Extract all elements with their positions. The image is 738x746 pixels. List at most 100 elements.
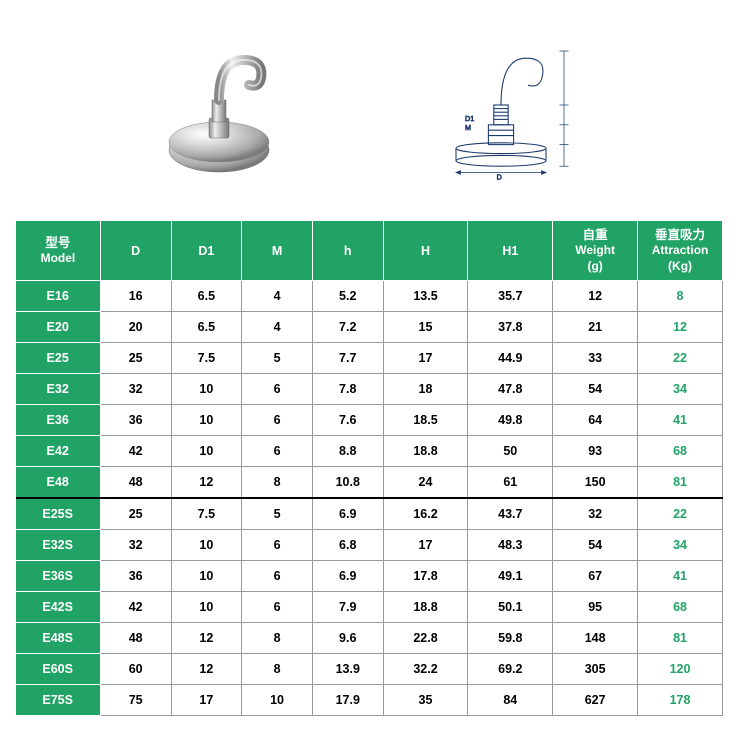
cell-attraction: 41 <box>638 405 723 436</box>
cell-H1: 50.1 <box>468 592 553 623</box>
cell-h: 17.9 <box>312 685 383 716</box>
cell-weight: 305 <box>553 654 638 685</box>
cell-M: 6 <box>242 592 313 623</box>
cell-H: 17 <box>383 530 468 561</box>
cell-attraction: 81 <box>638 623 723 654</box>
cell-H1: 69.2 <box>468 654 553 685</box>
col-D1: D1 <box>171 221 242 281</box>
cell-M: 8 <box>242 623 313 654</box>
cell-H: 22.8 <box>383 623 468 654</box>
cell-D1: 7.5 <box>171 343 242 374</box>
cell-attraction: 178 <box>638 685 723 716</box>
col-M: M <box>242 221 313 281</box>
dim-M: M <box>465 123 471 132</box>
cell-D: 25 <box>100 498 171 530</box>
cell-model: E48 <box>16 467 101 499</box>
table-row: E25257.557.71744.93322 <box>16 343 723 374</box>
cell-M: 8 <box>242 467 313 499</box>
cell-h: 7.2 <box>312 312 383 343</box>
spec-table: 型号Model D D1 M h H H1 自重Weight(g) 垂直吸力At… <box>15 220 723 716</box>
col-H1: H1 <box>468 221 553 281</box>
cell-weight: 21 <box>553 312 638 343</box>
product-photo <box>129 25 309 185</box>
cell-M: 6 <box>242 436 313 467</box>
cell-attraction: 34 <box>638 530 723 561</box>
cell-M: 5 <box>242 343 313 374</box>
col-attraction: 垂直吸力Attraction(Kg) <box>638 221 723 281</box>
cell-M: 6 <box>242 374 313 405</box>
cell-M: 4 <box>242 281 313 312</box>
cell-weight: 32 <box>553 498 638 530</box>
cell-H1: 37.8 <box>468 312 553 343</box>
cell-attraction: 22 <box>638 498 723 530</box>
table-row: E25S257.556.916.243.73222 <box>16 498 723 530</box>
cell-D: 42 <box>100 436 171 467</box>
cell-h: 13.9 <box>312 654 383 685</box>
cell-model: E25 <box>16 343 101 374</box>
col-D: D <box>100 221 171 281</box>
cell-D: 16 <box>100 281 171 312</box>
cell-H1: 59.8 <box>468 623 553 654</box>
cell-D1: 12 <box>171 623 242 654</box>
dim-D: D <box>497 173 502 182</box>
cell-H: 18 <box>383 374 468 405</box>
cell-M: 8 <box>242 654 313 685</box>
cell-model: E75S <box>16 685 101 716</box>
cell-H1: 35.7 <box>468 281 553 312</box>
cell-weight: 54 <box>553 374 638 405</box>
cell-M: 6 <box>242 561 313 592</box>
cell-D1: 10 <box>171 374 242 405</box>
cell-H: 17 <box>383 343 468 374</box>
table-row: E32S321066.81748.35434 <box>16 530 723 561</box>
cell-M: 6 <box>242 405 313 436</box>
cell-weight: 627 <box>553 685 638 716</box>
col-model: 型号Model <box>16 221 101 281</box>
col-H: H <box>383 221 468 281</box>
cell-D1: 10 <box>171 436 242 467</box>
cell-H1: 48.3 <box>468 530 553 561</box>
cell-D1: 7.5 <box>171 498 242 530</box>
cell-attraction: 81 <box>638 467 723 499</box>
cell-D1: 12 <box>171 654 242 685</box>
cell-attraction: 68 <box>638 592 723 623</box>
cell-h: 9.6 <box>312 623 383 654</box>
cell-D1: 6.5 <box>171 312 242 343</box>
cell-H: 32.2 <box>383 654 468 685</box>
cell-H: 13.5 <box>383 281 468 312</box>
cell-D: 75 <box>100 685 171 716</box>
cell-model: E36 <box>16 405 101 436</box>
cell-H1: 44.9 <box>468 343 553 374</box>
dimension-diagram: D D1 M <box>429 25 609 185</box>
cell-model: E32 <box>16 374 101 405</box>
cell-D1: 10 <box>171 405 242 436</box>
cell-D: 32 <box>100 374 171 405</box>
cell-h: 6.9 <box>312 498 383 530</box>
cell-model: E32S <box>16 530 101 561</box>
cell-M: 10 <box>242 685 313 716</box>
cell-D1: 10 <box>171 561 242 592</box>
cell-H1: 61 <box>468 467 553 499</box>
table-row: E42421068.818.8509368 <box>16 436 723 467</box>
cell-model: E42S <box>16 592 101 623</box>
cell-D: 60 <box>100 654 171 685</box>
cell-M: 4 <box>242 312 313 343</box>
table-row: E484812810.8246115081 <box>16 467 723 499</box>
cell-D: 48 <box>100 467 171 499</box>
table-row: E75S75171017.93584627178 <box>16 685 723 716</box>
header-row: 型号Model D D1 M h H H1 自重Weight(g) 垂直吸力At… <box>16 221 723 281</box>
table-row: E20206.547.21537.82112 <box>16 312 723 343</box>
cell-weight: 150 <box>553 467 638 499</box>
cell-weight: 67 <box>553 561 638 592</box>
cell-D: 36 <box>100 561 171 592</box>
table-row: E36S361066.917.849.16741 <box>16 561 723 592</box>
cell-model: E25S <box>16 498 101 530</box>
table-row: E36361067.618.549.86441 <box>16 405 723 436</box>
cell-H1: 49.8 <box>468 405 553 436</box>
dim-D1: D1 <box>465 114 474 123</box>
cell-H1: 47.8 <box>468 374 553 405</box>
cell-weight: 93 <box>553 436 638 467</box>
col-weight: 自重Weight(g) <box>553 221 638 281</box>
cell-model: E48S <box>16 623 101 654</box>
cell-h: 6.9 <box>312 561 383 592</box>
cell-attraction: 22 <box>638 343 723 374</box>
